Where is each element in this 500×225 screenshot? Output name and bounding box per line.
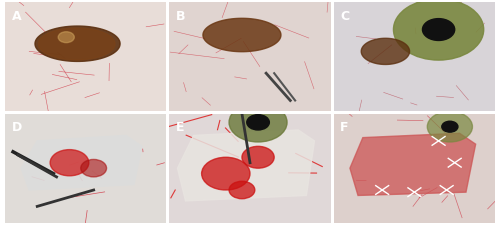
Circle shape bbox=[428, 111, 472, 142]
Text: D: D bbox=[12, 121, 22, 134]
Circle shape bbox=[50, 150, 89, 176]
Polygon shape bbox=[5, 2, 166, 111]
Polygon shape bbox=[350, 133, 476, 196]
Polygon shape bbox=[38, 28, 115, 60]
Circle shape bbox=[422, 19, 454, 40]
Polygon shape bbox=[170, 114, 330, 223]
Polygon shape bbox=[361, 38, 410, 65]
Circle shape bbox=[242, 146, 274, 168]
Circle shape bbox=[81, 160, 106, 177]
Polygon shape bbox=[170, 2, 330, 111]
Polygon shape bbox=[203, 18, 281, 52]
Circle shape bbox=[247, 115, 270, 130]
Circle shape bbox=[442, 121, 458, 132]
Polygon shape bbox=[178, 130, 314, 201]
Text: F: F bbox=[340, 121, 349, 134]
Text: E: E bbox=[176, 121, 184, 134]
Text: B: B bbox=[176, 10, 186, 23]
Polygon shape bbox=[5, 114, 166, 223]
Polygon shape bbox=[35, 26, 120, 61]
Circle shape bbox=[58, 32, 74, 43]
Text: A: A bbox=[12, 10, 21, 23]
Circle shape bbox=[229, 181, 255, 199]
Circle shape bbox=[202, 157, 250, 190]
Circle shape bbox=[394, 0, 484, 60]
Circle shape bbox=[229, 103, 287, 142]
Polygon shape bbox=[334, 2, 495, 111]
Text: C: C bbox=[340, 10, 349, 23]
Polygon shape bbox=[334, 114, 495, 223]
Polygon shape bbox=[21, 135, 142, 190]
